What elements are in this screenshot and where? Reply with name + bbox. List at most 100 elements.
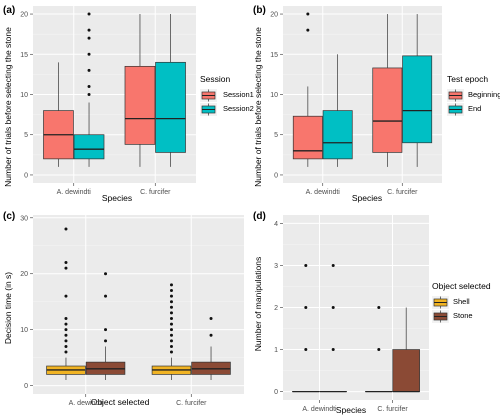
panel-a-xlabel: Species	[102, 193, 132, 203]
panel-d-plot: 0 1 2 3 4 A. dewindti C. furcifer	[274, 215, 429, 413]
y-tick-label: 3	[274, 263, 278, 270]
panel-d: (d) Number of manipulations Species Obje…	[253, 211, 491, 415]
outlier-point	[64, 344, 68, 348]
panel-b-label: (b)	[253, 5, 266, 16]
outlier-point	[304, 263, 308, 267]
outlier-point	[169, 289, 173, 293]
outlier-point	[169, 339, 173, 343]
x-tick-label: A. dewindti	[302, 406, 337, 413]
outlier-point	[87, 36, 91, 40]
x-tick-label: A. dewindti	[69, 400, 104, 407]
outlier-point	[209, 316, 213, 320]
outlier-point	[169, 322, 173, 326]
outlier-point	[331, 263, 335, 267]
panel-a-legend-title: Session	[200, 74, 231, 84]
outlier-point	[87, 12, 91, 16]
box	[124, 65, 156, 145]
panel-a-legend	[200, 89, 217, 116]
outlier-point	[377, 348, 381, 352]
outlier-point	[377, 306, 381, 309]
y-tick-label: 5	[24, 132, 28, 139]
box	[372, 67, 403, 153]
outlier-point	[209, 333, 213, 337]
outlier-point	[104, 294, 108, 298]
outlier-point	[306, 12, 310, 16]
panel-d-xlabel: Species	[336, 405, 366, 415]
outlier-point	[306, 28, 310, 32]
outlier-point	[64, 322, 68, 326]
x-tick-label: A. dewindti	[306, 189, 341, 196]
y-tick-label: 30	[20, 215, 28, 222]
panel-c-ylabel: Decision time (in s)	[3, 272, 13, 344]
y-tick-label: 0	[24, 383, 28, 390]
outlier-point	[64, 261, 68, 265]
outlier-point	[304, 348, 308, 352]
y-tick-label: 4	[274, 221, 278, 228]
x-tick-label: C. furcifer	[387, 189, 418, 196]
panel-b-legend-label-1: Beginning	[468, 90, 500, 99]
box	[322, 110, 353, 160]
panel-d-legend-label-2: Stone	[453, 311, 473, 320]
outlier-point	[64, 328, 68, 332]
panel-a-label: (a)	[3, 5, 15, 16]
y-tick-label: 5	[274, 132, 278, 139]
panel-d-legend-title: Object selected	[432, 281, 491, 291]
outlier-point	[64, 350, 68, 354]
outlier-point	[64, 339, 68, 343]
outlier-point	[104, 328, 108, 332]
panel-c: (c) Decision time (in s) Object selected…	[3, 211, 244, 407]
outlier-point	[169, 294, 173, 298]
outlier-point	[64, 333, 68, 337]
y-tick-label: 2	[274, 305, 278, 312]
x-tick-label: C. furcifer	[176, 400, 207, 407]
y-tick-label: 1	[274, 347, 278, 354]
outlier-point	[169, 350, 173, 354]
outlier-point	[169, 311, 173, 315]
outlier-point	[64, 227, 68, 231]
panel-d-legend-label-1: Shell	[453, 297, 470, 306]
outlier-point	[331, 348, 335, 352]
panel-d-label: (d)	[253, 211, 266, 222]
y-tick-label: 10	[270, 92, 278, 99]
panel-a-legend-label-1: Session1	[223, 90, 254, 99]
panel-b: (b) Number of trials before selecting th…	[253, 5, 500, 203]
outlier-point	[169, 344, 173, 348]
box	[392, 349, 420, 392]
outlier-point	[87, 93, 91, 96]
outlier-point	[87, 28, 91, 32]
x-tick-label: A. dewindti	[57, 189, 92, 196]
outlier-point	[104, 339, 108, 343]
outlier-point	[64, 294, 68, 298]
box	[73, 134, 105, 160]
y-tick-label: 15	[270, 52, 278, 59]
panel-b-legend	[447, 89, 464, 116]
outlier-point	[169, 300, 173, 304]
outlier-point	[104, 272, 108, 276]
panel-a: (a) Number of trials before selecting th…	[3, 5, 254, 203]
panel-d-legend	[432, 296, 449, 323]
box	[292, 115, 323, 160]
y-tick-label: 20	[270, 12, 278, 19]
panel-c-xlabel: Object selected	[91, 397, 150, 407]
panel-b-ylabel: Number of trials before selecting the st…	[253, 27, 263, 187]
panel-a-ylabel: Number of trials before selecting the st…	[3, 27, 13, 187]
panel-a-plot: 0 5 10 15 20 A. dewindti C. furcifer	[20, 6, 196, 196]
y-tick-label: 10	[20, 92, 28, 99]
y-tick-label: 20	[20, 12, 28, 19]
outlier-point	[169, 333, 173, 337]
outlier-point	[169, 283, 173, 287]
y-tick-label: 0	[274, 389, 278, 396]
panel-c-plot: 0 10 20 30 A. dewindti C. furcifer	[20, 215, 244, 407]
x-tick-label: C. furcifer	[377, 406, 408, 413]
panel-d-ylabel: Number of manipulations	[253, 257, 263, 352]
box	[402, 55, 433, 144]
y-tick-label: 0	[24, 172, 28, 179]
x-tick-label: C. furcifer	[140, 189, 171, 196]
outlier-point	[87, 52, 91, 56]
y-tick-label: 0	[274, 172, 278, 179]
outlier-point	[331, 306, 335, 309]
panel-b-xlabel: Species	[352, 193, 382, 203]
outlier-point	[64, 266, 68, 270]
panel-b-legend-title: Test epoch	[447, 74, 488, 84]
